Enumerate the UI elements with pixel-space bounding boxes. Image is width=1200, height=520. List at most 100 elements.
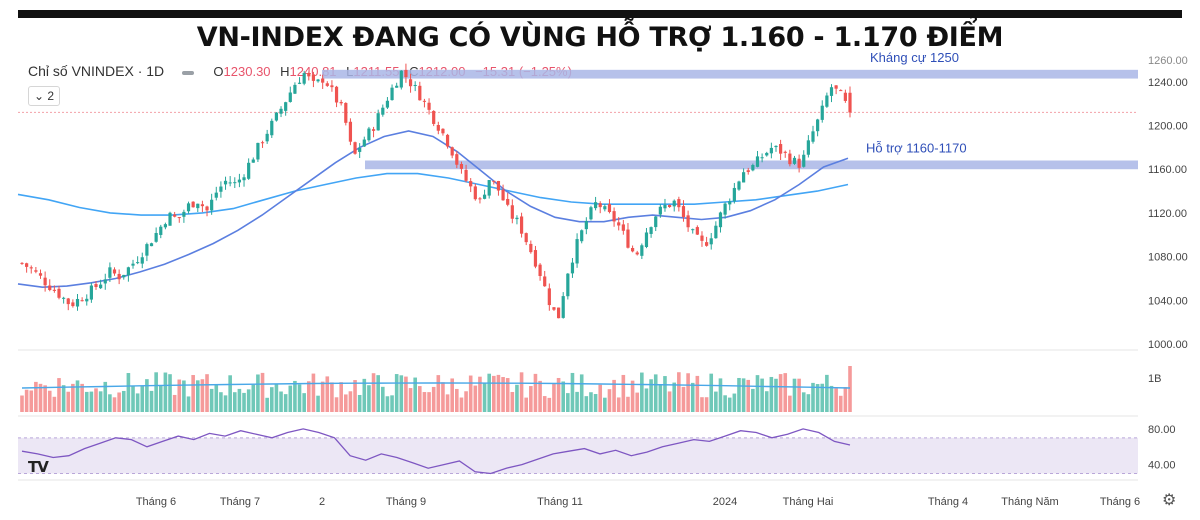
symbol-label[interactable]: Chỉ số VNINDEX · 1D xyxy=(28,63,165,79)
volume-bar xyxy=(732,393,737,412)
candle-body xyxy=(492,180,496,182)
volume-bar xyxy=(163,372,168,412)
volume-bar xyxy=(806,394,811,412)
volume-bar xyxy=(723,395,727,412)
volume-bar xyxy=(760,378,764,412)
volume-bar xyxy=(778,374,783,412)
candle-body xyxy=(515,217,519,220)
candle-body xyxy=(66,298,70,305)
volume-bar xyxy=(478,376,482,412)
candle-body xyxy=(630,247,635,252)
volume-bar xyxy=(681,386,686,412)
volume-bar xyxy=(801,392,806,412)
volume-bar xyxy=(256,374,260,412)
ma200-line xyxy=(17,172,849,216)
volume-bar xyxy=(357,394,362,412)
volume-bar xyxy=(487,373,491,412)
candle-body xyxy=(339,101,343,104)
candle-body xyxy=(547,288,551,306)
volume-bar xyxy=(38,383,43,412)
volume-bar xyxy=(29,390,34,412)
candle-body xyxy=(293,84,297,94)
candle-body xyxy=(436,125,440,131)
candle-body xyxy=(635,252,639,255)
volume-bar xyxy=(630,380,635,412)
volume-bar xyxy=(191,375,195,412)
volume-bar xyxy=(621,374,626,412)
volume-bar xyxy=(89,391,94,412)
visibility-icon[interactable] xyxy=(181,70,194,75)
x-tick-label: Tháng 6 xyxy=(136,496,176,508)
candle-body xyxy=(621,224,625,231)
rsi-line xyxy=(21,428,851,475)
candle-body xyxy=(108,267,112,278)
candle-body xyxy=(677,199,681,208)
volume-bar xyxy=(468,375,473,412)
candle-body xyxy=(242,177,246,181)
volume-bar xyxy=(302,393,306,412)
volume-bar xyxy=(538,380,542,412)
y-tick-label: 1200.00 xyxy=(1148,121,1188,133)
volume-bar xyxy=(672,382,677,412)
candle-body xyxy=(325,83,329,86)
candle-body xyxy=(593,202,598,209)
volume-ma-line xyxy=(21,382,851,389)
volume-bar xyxy=(769,376,774,412)
candle-body xyxy=(459,163,464,169)
volume-bar xyxy=(792,378,797,412)
candle-body xyxy=(487,180,491,196)
candle-body xyxy=(603,206,607,210)
candle-body xyxy=(270,120,274,136)
candle-body xyxy=(399,70,403,88)
volume-bar xyxy=(394,374,399,412)
candle-body xyxy=(228,182,232,184)
candle-body xyxy=(533,250,538,267)
candle-body xyxy=(843,92,847,101)
volume-bar xyxy=(473,385,478,412)
gear-icon[interactable]: ⚙ xyxy=(1162,492,1177,509)
volume-bar xyxy=(464,391,468,412)
volume-bar xyxy=(492,375,496,412)
volume-bar xyxy=(80,383,84,412)
volume-bar xyxy=(376,375,380,412)
candle-body xyxy=(149,243,154,247)
candle-body xyxy=(469,181,473,187)
volume-bar xyxy=(667,391,672,412)
volume-bar xyxy=(825,374,829,412)
candle-body xyxy=(279,108,283,114)
volume-bar xyxy=(547,397,552,412)
candle-body xyxy=(367,128,371,141)
candle-body xyxy=(408,79,413,87)
volume-bar xyxy=(626,396,630,412)
volume-bar xyxy=(385,396,390,412)
candle-body xyxy=(353,142,357,154)
candle-body xyxy=(205,206,209,211)
candle-body xyxy=(25,263,29,267)
candle-body xyxy=(695,227,699,235)
volume-bar xyxy=(283,394,288,412)
candle-body xyxy=(103,279,107,284)
candle-body xyxy=(122,274,126,278)
volume-bar xyxy=(677,372,681,412)
volume-bar xyxy=(834,388,838,412)
volume-bar xyxy=(644,388,649,412)
candle-body xyxy=(566,273,570,297)
rsi-tick-label: 40.00 xyxy=(1148,460,1176,472)
candle-body xyxy=(432,110,436,124)
volume-bar xyxy=(399,375,404,412)
volume-bar xyxy=(542,396,547,412)
volume-tick-label: 1B xyxy=(1148,373,1161,385)
collapse-indicators-button[interactable]: ⌄ 2 xyxy=(28,86,60,106)
candle-body xyxy=(672,200,676,207)
volume-bar xyxy=(658,384,663,412)
candle-body xyxy=(464,169,468,181)
volume-bar xyxy=(746,379,751,412)
zone-band-1 xyxy=(365,160,1138,170)
candle-body xyxy=(210,199,214,211)
candle-body xyxy=(519,216,524,234)
candle-body xyxy=(617,222,621,226)
volume-bar xyxy=(815,384,820,412)
candle-body xyxy=(774,145,778,148)
candle-body xyxy=(506,198,510,205)
